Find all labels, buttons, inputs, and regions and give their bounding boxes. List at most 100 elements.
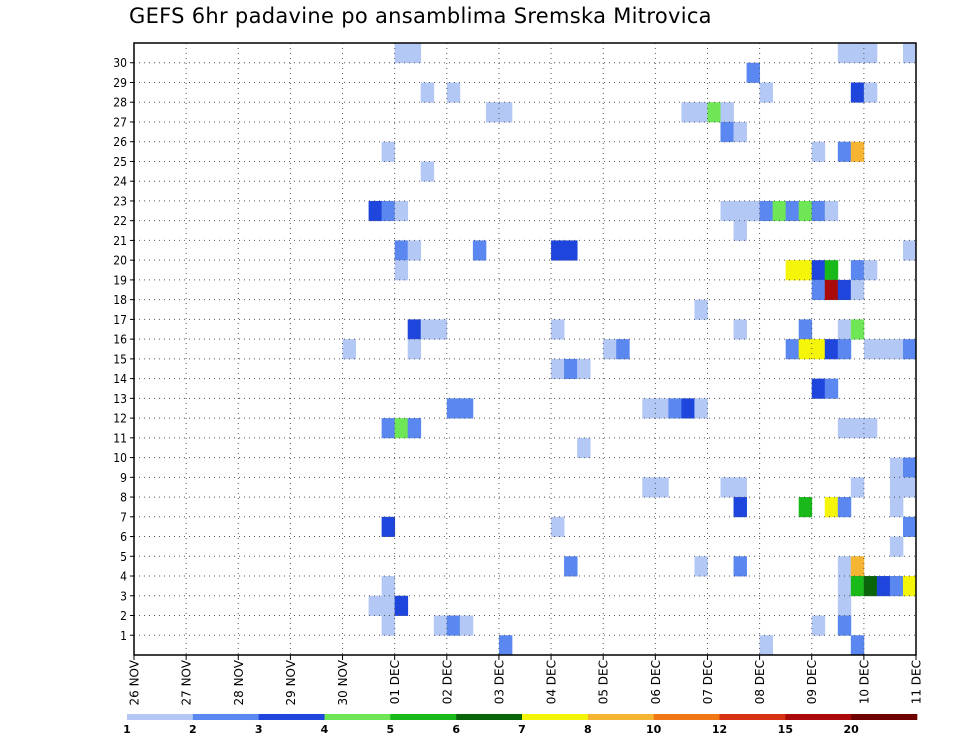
cell-19-54 [824,260,839,281]
cell-30-60 [902,43,917,64]
cell-30-55 [837,43,852,64]
cell-6-20 [381,516,396,537]
cell-8-41 [655,477,669,498]
cell-19-21 [394,260,409,281]
cell-12-43 [681,398,695,419]
cell-20-60 [902,240,917,261]
y-tick-label: 21 [113,234,127,248]
cell-21-47 [733,220,747,241]
cell-15-17 [342,339,356,360]
cell-11-57 [863,418,878,439]
cell-22-48 [746,200,760,222]
cell-20-33 [551,240,565,261]
cell-11-56 [850,418,865,439]
x-tick-label: 28 NOV [232,659,246,705]
cell-3-20 [381,576,396,597]
cell-0-49 [759,635,774,656]
x-tick-label: 11 DEC [910,660,924,704]
y-tick-label: 2 [120,609,127,623]
x-tick-label: 02 DEC [440,660,454,704]
cell-3-57 [863,576,878,597]
cell-3-56 [850,576,865,597]
cell-27-45 [707,102,721,123]
y-tick-label: 30 [113,56,127,70]
y-tick-label: 23 [113,194,127,208]
chart-title: GEFS 6hr padavine po ansamblima Sremska … [129,4,712,28]
cell-20-22 [407,240,422,261]
x-tick-label: 08 DEC [753,660,767,704]
cell-3-58 [876,576,891,597]
legend-swatch [851,714,918,720]
y-tick-label: 10 [113,451,127,465]
cell-15-53 [811,339,826,360]
y-tick-label: 19 [113,273,127,287]
x-tick-label: 03 DEC [492,660,506,704]
cell-3-60 [902,576,917,597]
cell-9-59 [889,457,904,478]
x-tick-label: 09 DEC [805,660,819,704]
cell-20-34 [564,240,578,261]
legend-swatch [785,714,852,720]
legend-label: 7 [518,723,526,736]
cell-15-38 [616,339,630,360]
cell-15-51 [785,339,800,360]
cell-13-53 [811,378,826,399]
cell-29-48 [746,62,760,83]
cell-3-59 [889,576,904,597]
y-tick-label: 22 [113,214,127,228]
cell-15-58 [876,339,891,360]
cell-16-55 [837,319,852,340]
cell-7-47 [733,497,747,518]
cell-13-54 [824,378,839,399]
cell-12-40 [642,398,656,419]
y-tick-label: 17 [113,313,127,327]
y-tick-label: 13 [113,392,127,406]
legend: 1 2 3 4 5 6 7 8 10 12 15 20 [123,714,918,736]
cell-16-23 [420,319,435,340]
cell-19-52 [798,260,813,281]
x-tick-label: 26 NOV [128,659,142,705]
legend-swatch [324,714,391,720]
cell-15-37 [603,339,617,360]
cell-8-56 [850,477,865,498]
cell-17-44 [694,299,708,320]
legend-label: 15 [778,723,793,736]
cell-22-47 [733,200,747,222]
cell-15-22 [407,339,422,360]
cell-11-20 [381,418,396,439]
y-tick-label: 29 [113,76,127,90]
cell-15-55 [837,339,852,360]
legend-swatch [456,714,523,720]
cell-8-46 [720,477,734,498]
cell-28-57 [863,82,878,103]
cell-0-56 [850,635,865,656]
cell-14-33 [551,358,565,380]
cell-16-22 [407,319,422,340]
cell-1-26 [459,615,474,636]
y-tick-label: 25 [113,155,127,169]
legend-label: 20 [844,723,860,736]
cell-4-47 [733,556,747,577]
cell-15-52 [798,339,813,360]
cell-12-41 [655,398,669,419]
cell-30-22 [407,43,422,64]
cell-26-47 [733,121,747,143]
cell-22-46 [720,200,734,222]
cell-30-57 [863,43,878,64]
cell-28-56 [850,82,865,103]
cell-27-43 [681,102,695,123]
y-tick-label: 28 [113,96,127,110]
cell-14-34 [564,358,578,380]
legend-label: 5 [387,723,395,736]
legend-swatch [587,714,654,720]
legend-label: 2 [189,723,197,736]
cell-15-60 [902,339,917,360]
cell-7-54 [824,497,839,518]
legend-swatch [192,714,259,720]
cell-6-33 [551,516,565,537]
legend-swatch [719,714,786,720]
y-tick-label: 9 [120,471,127,485]
cell-16-47 [733,319,747,340]
plot-frame [133,42,917,656]
cell-5-59 [889,536,904,557]
